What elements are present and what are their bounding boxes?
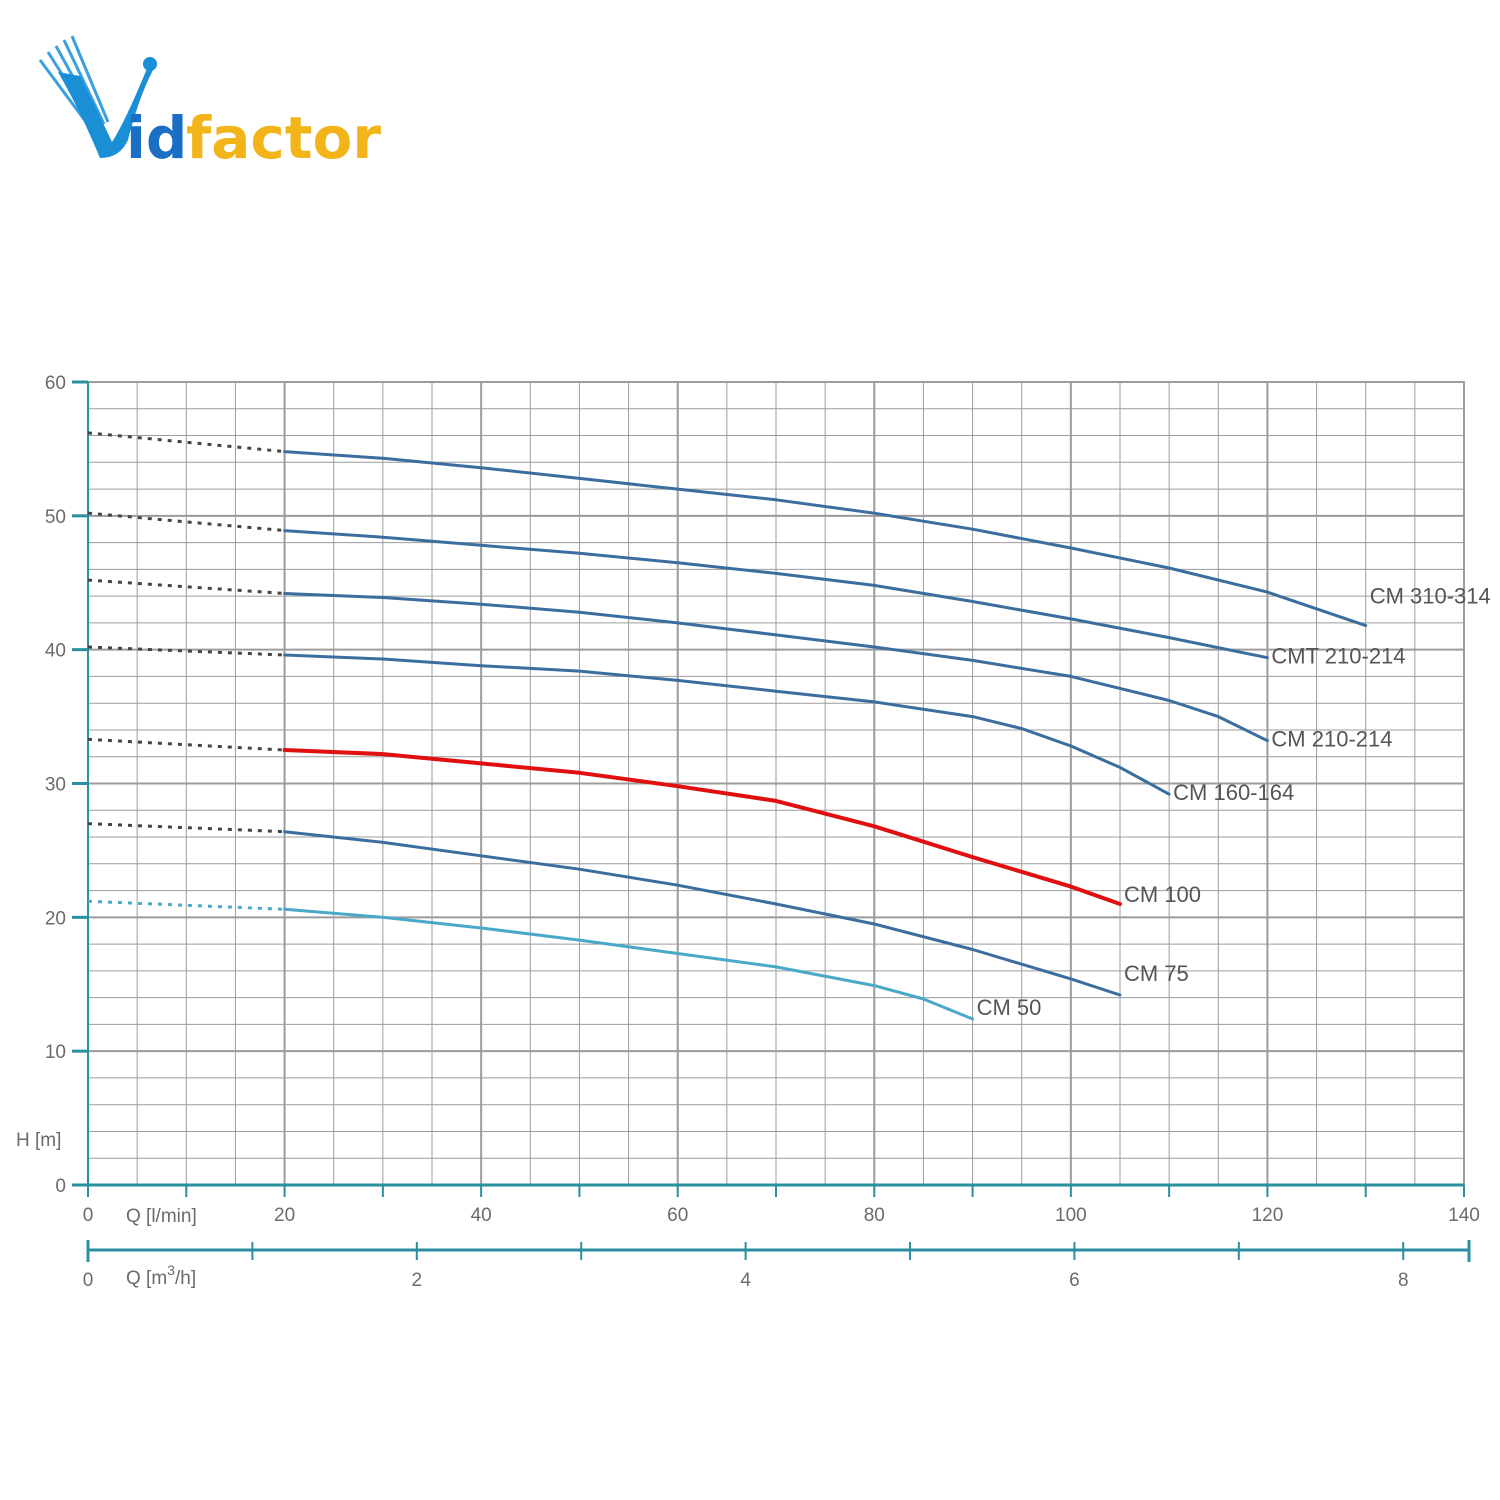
x2-tick-label: 6 — [1069, 1270, 1080, 1291]
series-extrapolation-4 — [87, 737, 285, 752]
x-tick-label: 140 — [1448, 1205, 1480, 1226]
series-line-5 — [283, 830, 1122, 997]
chart-series — [87, 431, 1368, 1021]
x2-tick-label: 2 — [412, 1270, 423, 1291]
y-axis-label: H [m] — [16, 1130, 61, 1151]
chart-axes: 0 10 20 30 40 50 60 0 20 40 60 80 100 120 140 0 2 4 6 8 — [45, 373, 1480, 1291]
chart-grid — [87, 381, 1465, 1186]
x-tick-label: 40 — [471, 1205, 492, 1226]
series-extrapolation-6 — [87, 899, 285, 911]
series-line-2 — [283, 592, 1269, 743]
series-line-0 — [283, 450, 1368, 628]
logo-text-factor: factor — [186, 104, 381, 170]
y-tick-label: 40 — [45, 641, 66, 662]
y-tick-label: 10 — [45, 1042, 66, 1063]
logo-bird-head — [143, 57, 157, 71]
series-extrapolation-3 — [87, 645, 285, 657]
vidfactor-logo: id factor — [38, 35, 381, 170]
x2-tick-label: 4 — [740, 1270, 751, 1291]
series-label-0: CM 310-314 — [1370, 584, 1491, 609]
series-extrapolation-0 — [87, 431, 285, 454]
series-label-3: CM 160-164 — [1173, 780, 1294, 805]
series-label-5: CM 75 — [1124, 961, 1189, 986]
x-tick-label: 100 — [1055, 1205, 1087, 1226]
series-label-2: CM 210-214 — [1271, 727, 1392, 752]
series-label-4: CM 100 — [1124, 882, 1201, 907]
series-extrapolation-1 — [87, 511, 285, 533]
y-tick-label: 50 — [45, 507, 66, 528]
y-tick-label: 20 — [45, 908, 66, 929]
logo-v-mark — [58, 66, 154, 158]
x2-tick-label: 0 — [83, 1270, 94, 1291]
x-tick-label: 20 — [274, 1205, 295, 1226]
x-tick-label: 120 — [1252, 1205, 1284, 1226]
series-label-6: CM 50 — [977, 995, 1042, 1020]
chart-series-labels: CM 310-314 CMT 210-214 CM 210-214 CM 160-16… — [977, 584, 1491, 1020]
series-line-4 — [282, 748, 1122, 906]
x-tick-label: 0 — [83, 1205, 94, 1226]
series-extrapolation-5 — [87, 822, 285, 834]
series-line-1 — [283, 529, 1269, 660]
logo-text-id: id — [126, 104, 187, 170]
y-tick-label: 0 — [55, 1176, 66, 1197]
series-label-1: CMT 210-214 — [1271, 644, 1405, 669]
x2-axis-label: Q [m3/h] — [126, 1262, 196, 1289]
series-line-3 — [283, 653, 1171, 796]
x-axis-label: Q [l/min] — [126, 1206, 197, 1227]
x2-tick-label: 8 — [1398, 1270, 1409, 1291]
y-tick-label: 60 — [45, 373, 66, 394]
x-tick-label: 60 — [667, 1205, 688, 1226]
x-tick-label: 80 — [864, 1205, 885, 1226]
series-extrapolation-2 — [87, 578, 285, 595]
y-tick-label: 30 — [45, 775, 66, 796]
series-line-6 — [283, 907, 975, 1021]
